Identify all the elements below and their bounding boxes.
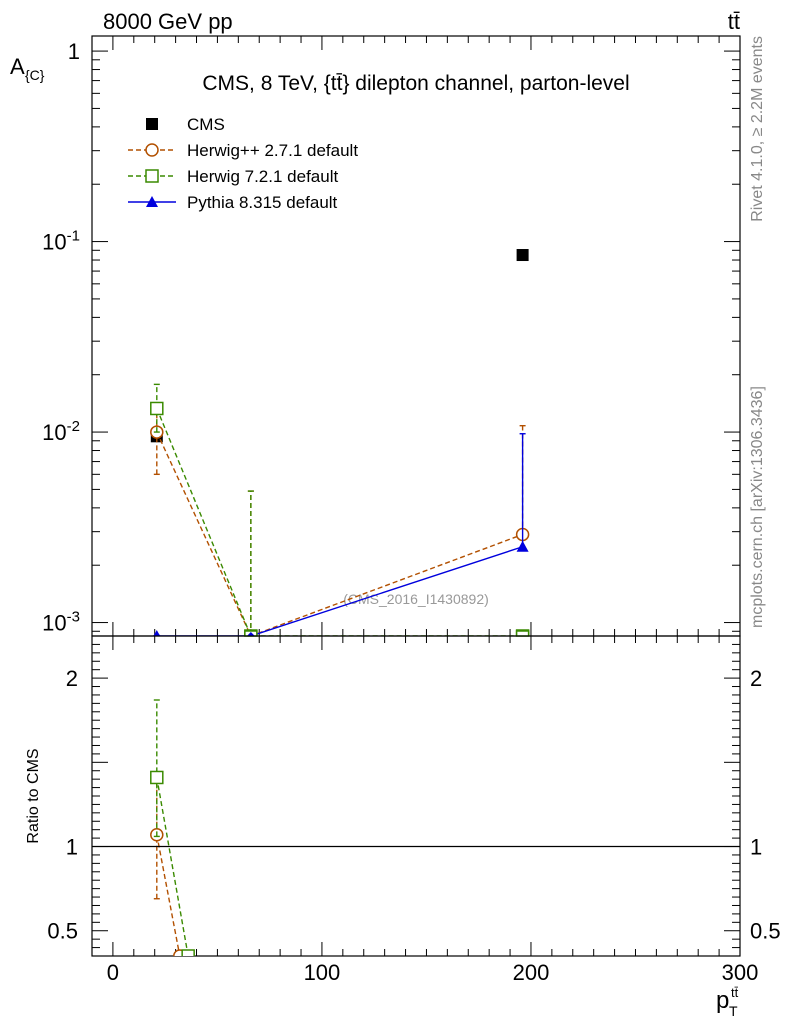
legend: CMS Herwig++ 2.7.1 default Herwig 7.2.1 de… bbox=[128, 115, 358, 212]
pythia-edge-marker bbox=[246, 632, 255, 636]
y-tick-label: 10-1 bbox=[42, 228, 80, 255]
herwig7-ratio-point bbox=[150, 770, 164, 785]
pythia-main-line bbox=[156, 546, 523, 636]
svg-text:T: T bbox=[729, 1003, 738, 1019]
svg-text:p: p bbox=[716, 987, 729, 1014]
y-tick-label: 1 bbox=[68, 39, 80, 64]
herwigpp-main-line bbox=[156, 431, 523, 636]
rivet-version-label: Rivet 4.1.0, ≥ 2.2M events bbox=[749, 36, 766, 222]
ratio-plot-frame bbox=[91, 635, 741, 957]
ratio-y-tick-labels: 2 2 1 1 0.5 0.5 bbox=[47, 666, 780, 944]
x-tick-label: 100 bbox=[304, 960, 341, 985]
x-tick-label: 300 bbox=[722, 960, 759, 985]
y-tick-label-right: 0.5 bbox=[750, 919, 781, 944]
energy-label: 8000 GeV pp bbox=[103, 9, 233, 34]
legend-herwig7-label: Herwig 7.2.1 default bbox=[187, 167, 338, 186]
herwigpp-ratio-line bbox=[156, 834, 181, 956]
pythia-main-point bbox=[516, 540, 529, 552]
x-tick-label: 0 bbox=[107, 960, 119, 985]
pythia-edge-marker bbox=[152, 632, 161, 636]
legend-cms-marker bbox=[146, 118, 158, 130]
ratio-y-axis-label: Ratio to CMS bbox=[25, 748, 42, 843]
herwig7-main-line bbox=[156, 408, 523, 636]
main-watermark: (CMS_2016_I1430892) bbox=[343, 591, 489, 607]
y-tick-label-right: 2 bbox=[750, 666, 762, 691]
legend-herwig7-marker bbox=[145, 169, 159, 183]
legend-pythia-marker bbox=[146, 196, 158, 207]
main-title: CMS, 8 TeV, {tt̄} dilepton channel, part… bbox=[202, 72, 629, 95]
herwig7-edge-marker bbox=[515, 630, 530, 637]
herwig7-ratio-line bbox=[156, 777, 189, 956]
main-edge-markers bbox=[152, 630, 530, 637]
x-tick-labels: 0 100 200 300 bbox=[107, 960, 759, 985]
y-tick-label: 1 bbox=[66, 835, 78, 860]
y-tick-label-right: 1 bbox=[750, 835, 762, 860]
legend-pythia-label: Pythia 8.315 default bbox=[187, 193, 338, 212]
legend-herwigpp-label: Herwig++ 2.7.1 default bbox=[187, 141, 358, 160]
main-axis-ticks bbox=[91, 36, 741, 636]
y-axis-label: A {C} bbox=[10, 54, 45, 83]
y-tick-label: 10-3 bbox=[42, 609, 80, 636]
y-tick-label: 10-2 bbox=[42, 418, 80, 445]
svg-text:{C}: {C} bbox=[25, 67, 45, 83]
y-tick-label: 0.5 bbox=[47, 919, 78, 944]
mcplots-label: mcplots.cern.ch [arXiv:1306.3436] bbox=[749, 386, 766, 628]
main-series-group bbox=[150, 249, 530, 636]
cms-main-point bbox=[516, 249, 529, 262]
svg-text:tt̄: tt̄ bbox=[731, 985, 739, 1000]
y-tick-label: 2 bbox=[66, 666, 78, 691]
herwig7-ratio-point bbox=[181, 949, 195, 956]
ratio-plot-panel: 2 2 1 1 0.5 0.5 0 100 200 300 Ratio to CMS bbox=[25, 635, 781, 985]
legend-cms-label: CMS bbox=[187, 115, 225, 134]
ratio-axis-ticks bbox=[91, 636, 741, 956]
svg-text:A: A bbox=[10, 54, 25, 79]
process-label: tt̄ bbox=[728, 9, 740, 34]
x-axis-label: p T tt̄ bbox=[716, 985, 739, 1019]
ratio-series-group bbox=[92, 699, 740, 956]
main-y-tick-labels: 1 10-1 10-2 10-3 bbox=[42, 39, 80, 635]
herwig7-main-point bbox=[150, 401, 164, 416]
x-tick-label: 200 bbox=[513, 960, 550, 985]
main-plot-panel: 1 10-1 10-2 10-3 (CMS_2016_I1430892) CMS, 8… bbox=[10, 35, 741, 637]
legend-herwigpp-marker bbox=[145, 143, 159, 157]
